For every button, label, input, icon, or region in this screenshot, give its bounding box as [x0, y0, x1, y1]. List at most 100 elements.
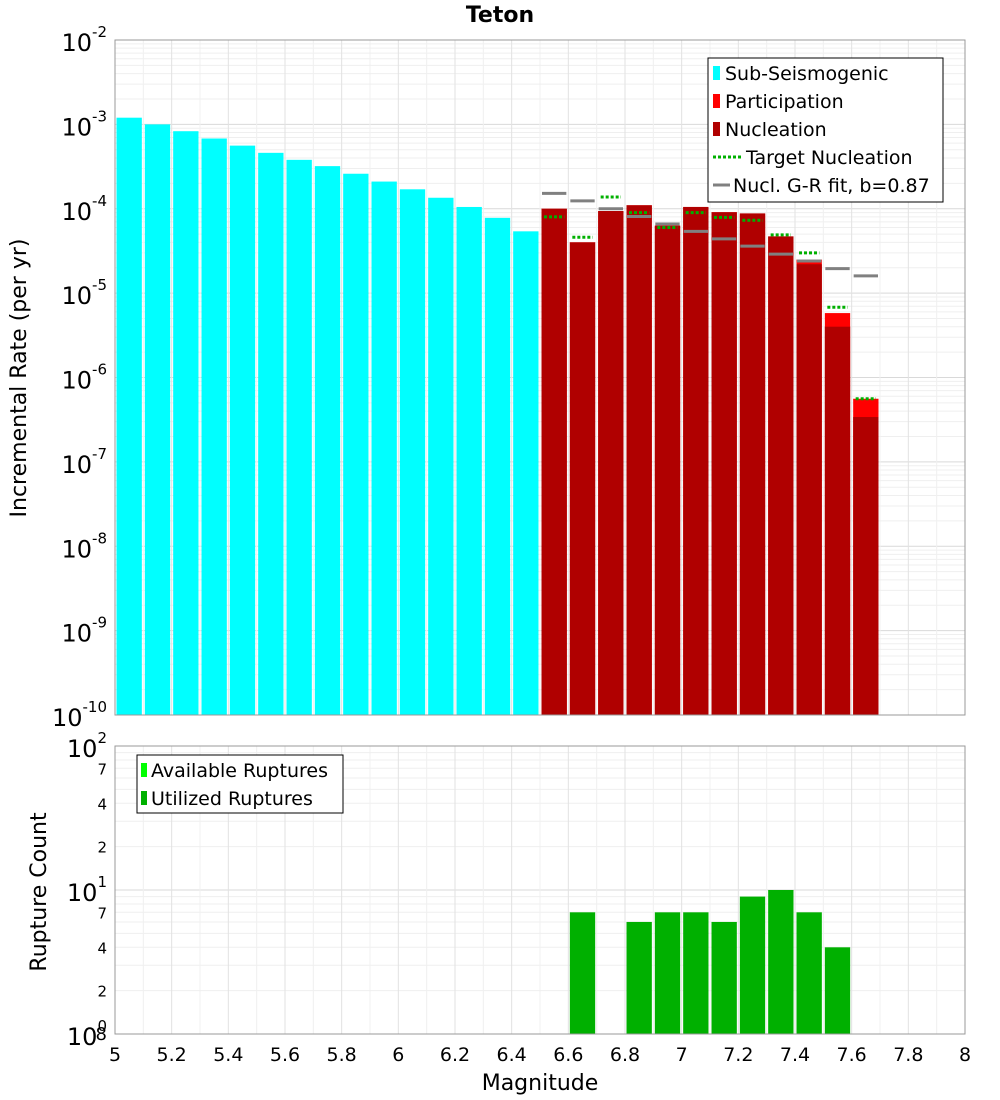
- legend-swatch: [141, 791, 147, 805]
- legend-label: Available Ruptures: [151, 760, 328, 782]
- nucleation-bar: [683, 206, 709, 715]
- y-tick-label: 10-6: [61, 361, 107, 395]
- sub-seismogenic-bar: [513, 231, 539, 715]
- nucleation-bar: [824, 326, 851, 715]
- top-legend: Sub-Seismogenic Participation Nucleation Ta…: [707, 57, 944, 203]
- utilized-ruptures-bar: [654, 912, 681, 1034]
- utilized-ruptures-bar: [711, 921, 737, 1034]
- x-tick-label: 6.2: [440, 1044, 470, 1066]
- bottom-bars: [569, 890, 851, 1034]
- y-minor-tick-label: 7: [97, 760, 107, 778]
- x-tick-label: 7: [676, 1044, 688, 1066]
- top-marks: [542, 191, 878, 401]
- y-minor-tick-label: 7: [97, 904, 107, 922]
- y-tick-label: 10-5: [61, 276, 107, 310]
- nucleation-bar: [768, 236, 794, 715]
- sub-seismogenic-bar: [428, 197, 454, 716]
- sub-seismogenic-bar: [314, 166, 341, 715]
- y-tick-label: 10-9: [61, 614, 107, 648]
- x-tick-label: 5: [109, 1044, 121, 1066]
- utilized-ruptures-bar: [626, 921, 652, 1034]
- sub-seismogenic-bar: [201, 138, 227, 715]
- x-tick-label: 8: [959, 1044, 971, 1066]
- utilized-ruptures-bar: [796, 912, 822, 1034]
- top-bars: [116, 117, 879, 716]
- nucleation-bar: [654, 225, 681, 715]
- sub-seismogenic-bar: [173, 131, 199, 716]
- x-tick-label: 5.2: [157, 1044, 187, 1066]
- y-minor-tick-label: 4: [97, 939, 107, 957]
- nucleation-bar: [711, 212, 737, 716]
- utilized-ruptures-bar: [683, 912, 709, 1034]
- bottom-y-axis-label: Rupture Count: [27, 812, 52, 972]
- utilized-ruptures-bar: [768, 890, 794, 1034]
- nucleation-bar: [598, 211, 624, 715]
- x-tick-label: 6.4: [497, 1044, 527, 1066]
- x-tick-label: 6: [392, 1044, 404, 1066]
- x-tick-labels: 5 5.2 5.4 5.6 5.8 6 6.2 6.4 6.6 6.8 7 7.2 7.4 7.6 7.8 8: [109, 1044, 971, 1066]
- y-tick-label: 10-8: [61, 529, 107, 563]
- y-tick-label: 10-4: [61, 192, 107, 226]
- top-gridlines: [114, 40, 966, 716]
- bottom-legend: Available Ruptures Utilized Ruptures: [136, 754, 344, 814]
- sub-seismogenic-bar: [144, 124, 171, 715]
- legend-label: Nucleation: [725, 119, 827, 141]
- utilized-ruptures-bar: [569, 912, 596, 1034]
- x-tick-label: 7.2: [723, 1044, 753, 1066]
- legend-swatch: [713, 94, 720, 108]
- top-legend-box: [707, 57, 944, 203]
- bottom-plot-frame: [114, 745, 966, 1035]
- x-tick-label: 5.4: [213, 1044, 243, 1066]
- utilized-ruptures-bar: [824, 947, 851, 1034]
- sub-seismogenic-bar: [229, 145, 256, 715]
- nucleation-bar: [853, 417, 879, 715]
- sub-seismogenic-bar: [371, 181, 397, 715]
- y-tick-label: 10-2: [61, 23, 107, 57]
- x-tick-label: 7.6: [837, 1044, 867, 1066]
- nucleation-bar: [569, 242, 596, 716]
- sub-seismogenic-bar: [343, 173, 369, 715]
- legend-label: Target Nucleation: [745, 147, 913, 169]
- x-tick-label: 6.6: [553, 1044, 583, 1066]
- top-y-tick-labels: 10-10 10-9 10-8 10-7 10-6 10-5 10-4 10-3 10-2: [52, 23, 107, 732]
- sub-seismogenic-bar: [456, 206, 482, 715]
- y-tick-label: 10-3: [61, 107, 107, 141]
- top-legend-items: Sub-Seismogenic Participation Nucleation Ta…: [713, 63, 930, 197]
- sub-seismogenic-bar: [399, 189, 426, 715]
- utilized-ruptures-bar: [739, 896, 766, 1034]
- y-corner-tick-label: 8: [96, 1024, 107, 1045]
- y-tick-label: 101: [67, 873, 107, 907]
- x-tick-label: 6.8: [610, 1044, 640, 1066]
- y-tick-label: 100: [67, 1017, 107, 1051]
- y-minor-tick-label: 2: [97, 839, 107, 857]
- sub-seismogenic-bar: [116, 117, 142, 715]
- x-axis-label: Magnitude: [482, 1071, 599, 1096]
- legend-label: Participation: [725, 91, 844, 113]
- y-minor-tick-label: 4: [97, 795, 107, 813]
- y-minor-tick-label: 2: [97, 983, 107, 1001]
- nucleation-bar: [541, 208, 567, 715]
- legend-label: Nucl. G-R fit, b=0.87: [733, 175, 930, 197]
- legend-swatch: [141, 763, 147, 777]
- x-tick-label: 5.8: [327, 1044, 357, 1066]
- x-tick-label: 7.4: [780, 1044, 810, 1066]
- legend-label: Sub-Seismogenic: [725, 63, 889, 85]
- bottom-legend-box: [136, 754, 344, 814]
- y-tick-label: 10-10: [52, 698, 107, 732]
- sub-seismogenic-bar: [286, 159, 312, 716]
- x-tick-label: 5.6: [270, 1044, 300, 1066]
- chart-title: Teton: [466, 3, 534, 28]
- nucleation-bar: [739, 213, 766, 716]
- sub-seismogenic-bar: [258, 152, 284, 715]
- x-tick-label: 7.8: [893, 1044, 923, 1066]
- sub-seismogenic-bar: [484, 217, 511, 715]
- nucleation-bar: [626, 205, 652, 715]
- nucleation-bar: [796, 264, 822, 715]
- bottom-legend-items: Available Ruptures Utilized Ruptures: [141, 760, 328, 810]
- legend-swatch: [713, 122, 720, 136]
- top-plot-frame: [114, 39, 966, 716]
- legend-swatch: [713, 66, 720, 80]
- legend-label: Utilized Ruptures: [151, 788, 313, 810]
- y-tick-label: 102: [67, 729, 107, 763]
